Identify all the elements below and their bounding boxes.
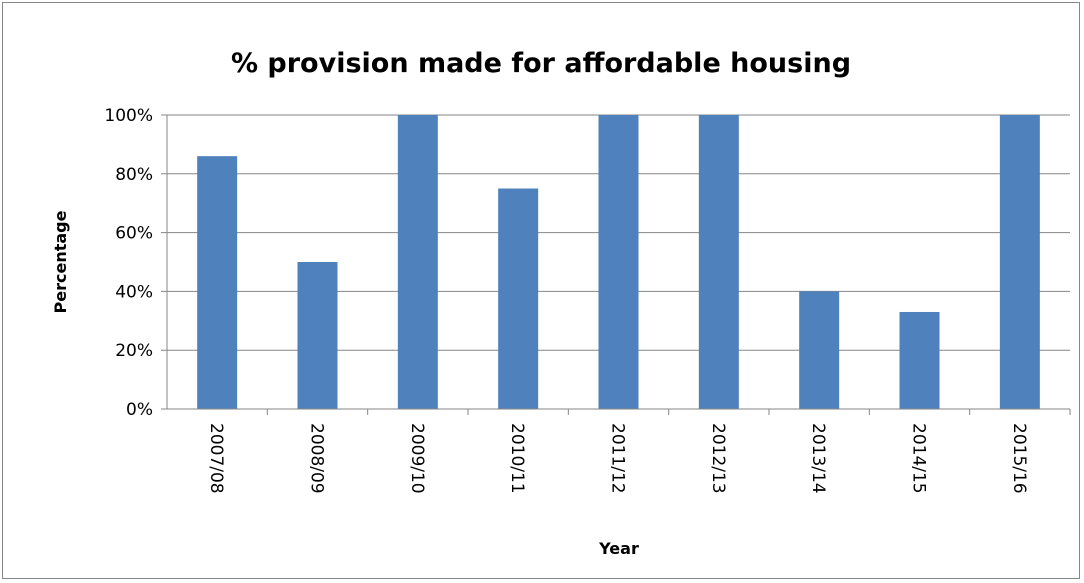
bar-2014-15 (899, 311, 940, 409)
bar-chart: % provision made for affordable housing … (51, 48, 1071, 558)
y-tick-label: 80% (115, 165, 153, 185)
x-tick-label: 2009/10 (407, 423, 427, 494)
bar-2012-13 (698, 115, 739, 409)
bar-2013-14 (799, 291, 840, 409)
chart-title: % provision made for affordable housing (231, 48, 851, 79)
y-axis-title: Percentage (51, 210, 70, 313)
x-tick-label: 2015/16 (1009, 423, 1029, 494)
x-tick-label: 2012/13 (708, 423, 728, 494)
bar-2008-09 (297, 262, 338, 409)
bar-2009-10 (397, 115, 438, 409)
y-tick-label: 60% (115, 224, 153, 244)
y-tick-label: 0% (126, 400, 153, 420)
y-tick-label: 100% (104, 106, 153, 126)
x-tick-label: 2007/08 (206, 423, 226, 494)
bars (197, 115, 1040, 409)
bar-2010-11 (498, 188, 539, 409)
x-tick-label: 2014/15 (909, 423, 929, 494)
x-tick-labels: 2007/08 2008/09 2009/10 2010/11 2011/12 2012/… (206, 409, 1071, 494)
bar-2007-08 (197, 156, 238, 409)
y-tick-label: 40% (115, 282, 153, 302)
y-tick-label: 20% (115, 341, 153, 361)
x-tick-label: 2013/14 (808, 423, 828, 494)
x-axis-title: Year (598, 539, 639, 558)
x-tick-label: 2011/12 (608, 423, 628, 494)
bar-2015-16 (999, 115, 1040, 409)
y-tick-labels: 0% 20% 40% 60% 80% 100% (104, 106, 153, 420)
x-tick-label: 2010/11 (507, 423, 527, 494)
bar-2011-12 (598, 115, 639, 409)
x-tick-label: 2008/09 (307, 423, 327, 494)
